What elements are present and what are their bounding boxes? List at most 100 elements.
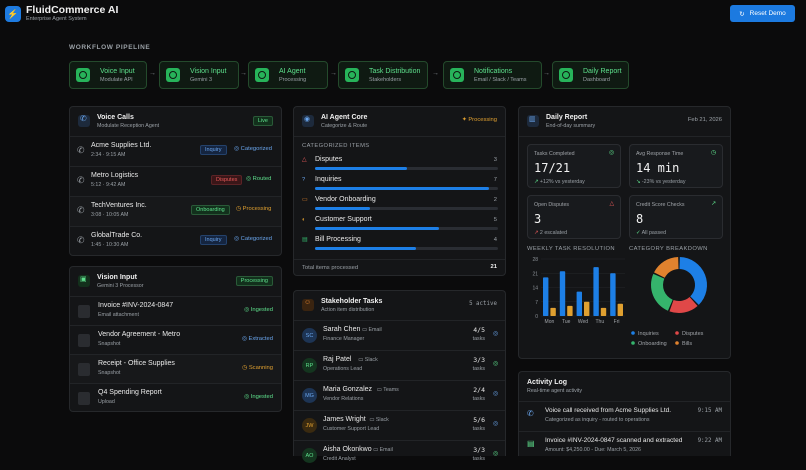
status-text: Processing: [468, 117, 497, 123]
task-unit: tasks: [472, 396, 485, 402]
category-bar: [315, 247, 416, 250]
call-time: 3:08 · 10:05 AM: [91, 212, 129, 218]
kpi-delta: ↘ -23% vs yesterday: [636, 179, 686, 185]
task-unit: tasks: [472, 336, 485, 342]
kpi-value: 14 min: [636, 161, 680, 175]
status-text: Categorized: [240, 236, 272, 242]
kpi-credit-checks: Credit Score Checks ↗ 8 ✓ All passed: [629, 195, 723, 239]
phone-icon: ✆: [77, 145, 85, 155]
pipeline-step-distribution[interactable]: Task Distribution Stakeholders: [338, 61, 428, 89]
caller-name: Acme Supplies Ltd.: [91, 142, 152, 149]
users-icon: ☺: [302, 299, 314, 311]
category-bar: [315, 227, 440, 230]
stakeholder-row[interactable]: RP Raj Patel ▭ Slack Operations Lead 3/3 task…: [294, 350, 505, 380]
category-tag: Disputes: [211, 175, 243, 185]
activity-title: Activity Log: [527, 379, 568, 386]
phone-icon: ✆: [77, 175, 85, 185]
call-row[interactable]: ✆ Acme Supplies Ltd. 2:34 · 9:15 AM Inqu…: [70, 136, 281, 166]
category-bar: [315, 187, 489, 190]
activity-time: 9:22 AM: [697, 438, 722, 444]
total-value: 21: [490, 264, 497, 270]
bar: [584, 301, 590, 316]
check-circle-icon: ◎: [608, 150, 614, 156]
step-label: Task Distribution: [369, 68, 421, 75]
document-icon: [78, 334, 90, 347]
activity-time: 9:15 AM: [697, 408, 722, 414]
donut-slice: [654, 257, 679, 278]
activity-entry[interactable]: ✆ Voice call received from Acme Supplies…: [519, 401, 730, 431]
bar: [593, 267, 599, 316]
check-circle-icon: ◎: [234, 146, 241, 152]
report-date: Feb 21, 2026: [687, 117, 722, 123]
phone-icon: ✆: [77, 235, 85, 245]
bar: [600, 307, 607, 316]
y-tick-label: 14: [532, 286, 538, 292]
agent-core-card: ◉ AI Agent Core Categorize & Route ✦ Pro…: [293, 106, 506, 276]
y-tick-label: 28: [532, 257, 538, 263]
kpi-value: 3: [534, 212, 542, 226]
stakeholder-row[interactable]: JW James Wright ▭ Slack Customer Support Le…: [294, 410, 505, 440]
bar: [559, 271, 566, 316]
document-source: Email attachment: [98, 312, 139, 318]
document-row[interactable]: Q4 Spending Report Upload ◎ Ingested: [70, 383, 281, 412]
pipeline-step-agent[interactable]: AI Agent Processing: [248, 61, 328, 89]
voice-calls-title: Voice Calls: [97, 114, 134, 121]
status-text: Routed: [252, 176, 272, 182]
category-name: Vendor Onboarding: [315, 196, 376, 203]
check-circle-icon: ◎: [244, 394, 251, 400]
call-row[interactable]: ✆ TechVentures Inc. 3:08 · 10:05 AM Onbo…: [70, 196, 281, 226]
task-progress: 3/3: [473, 356, 485, 364]
arrow-right-icon: →: [149, 70, 156, 77]
category-tag: Inquiry: [200, 145, 227, 155]
step-label: AI Agent: [279, 68, 306, 75]
call-time: 2:34 · 9:15 AM: [91, 152, 126, 158]
report-subtitle: End-of-day summary: [546, 123, 596, 129]
legend-label: Bills: [682, 341, 692, 347]
active-count: 5 active: [469, 301, 497, 307]
legend-dot: [631, 341, 635, 345]
kpi-open-disputes: Open Disputes △ 3 ↗ 2 escalated: [527, 195, 621, 239]
document-status: ◎ Ingested: [244, 394, 273, 400]
call-status: ◎ Categorized: [234, 146, 272, 152]
x-tick-label: Wed: [578, 319, 588, 325]
document-source: Snapshot: [98, 370, 121, 376]
kpi-delta-text: All passed: [641, 230, 667, 236]
message-icon: ▭: [358, 357, 365, 363]
sparkle-icon: ✦: [461, 117, 469, 123]
phone-icon: ✆: [527, 409, 534, 418]
legend-dot: [631, 331, 635, 335]
pipeline-step-report[interactable]: Daily Report Dashboard: [552, 61, 629, 89]
channel-text: Slack: [364, 357, 378, 363]
call-status: ◷ Processing: [236, 206, 271, 212]
document-row[interactable]: Invoice #INV-2024-0847 Email attachment …: [70, 296, 281, 325]
channel-tag: ▭ Slack: [358, 357, 377, 363]
channel-text: Slack: [375, 417, 389, 423]
step-sub: Email / Slack / Teams: [474, 77, 527, 83]
pipeline-step-notifications[interactable]: Notifications Email / Slack / Teams: [443, 61, 542, 89]
kpi-value: 17/21: [534, 161, 571, 175]
check-circle-icon: ◎: [244, 307, 251, 313]
task-unit: tasks: [472, 366, 485, 372]
stakeholder-row[interactable]: AO Aisha Okonkwo ▭ Email Credit Analyst 3/3 t…: [294, 440, 505, 470]
check-circle-icon: ◎: [234, 236, 241, 242]
legend-label: Inquiries: [638, 331, 659, 337]
activity-detail: Categorized as inquiry - routed to opera…: [545, 417, 650, 423]
agent-status: ✦ Processing: [462, 117, 497, 123]
y-tick-label: 0: [535, 314, 538, 320]
pipeline-step-voice[interactable]: Voice Input Modulate API: [69, 61, 147, 89]
activity-entry[interactable]: ▤ Invoice #INV-2024-0847 scanned and ext…: [519, 431, 730, 457]
stakeholder-name: Maria Gonzalez: [323, 386, 373, 393]
stakeholder-row[interactable]: MG Maria Gonzalez ▭ Teams Vendor Relations 2…: [294, 380, 505, 410]
task-unit: tasks: [472, 426, 485, 432]
clock-icon: ◷: [242, 365, 249, 371]
report-title: Daily Report: [546, 114, 588, 121]
activity-subtitle: Real-time agent activity: [527, 388, 583, 394]
document-row[interactable]: Vendor Agreement - Metro Snapshot ◎ Extr…: [70, 325, 281, 354]
call-row[interactable]: ✆ Metro Logistics 5:12 · 9:42 AM Dispute…: [70, 166, 281, 196]
reset-demo-button[interactable]: ↻ Reset Demo: [730, 5, 795, 22]
document-row[interactable]: Receipt - Office Supplies Snapshot ◷ Sca…: [70, 354, 281, 383]
stakeholder-row[interactable]: SC Sarah Chen ▭ Email Finance Manager 4/5 tas…: [294, 320, 505, 350]
call-row[interactable]: ✆ GlobalTrade Co. 1:45 · 10:30 AM Inquir…: [70, 226, 281, 256]
pipeline-step-vision[interactable]: Vision Input Gemini 3: [159, 61, 239, 89]
bar: [610, 273, 616, 316]
